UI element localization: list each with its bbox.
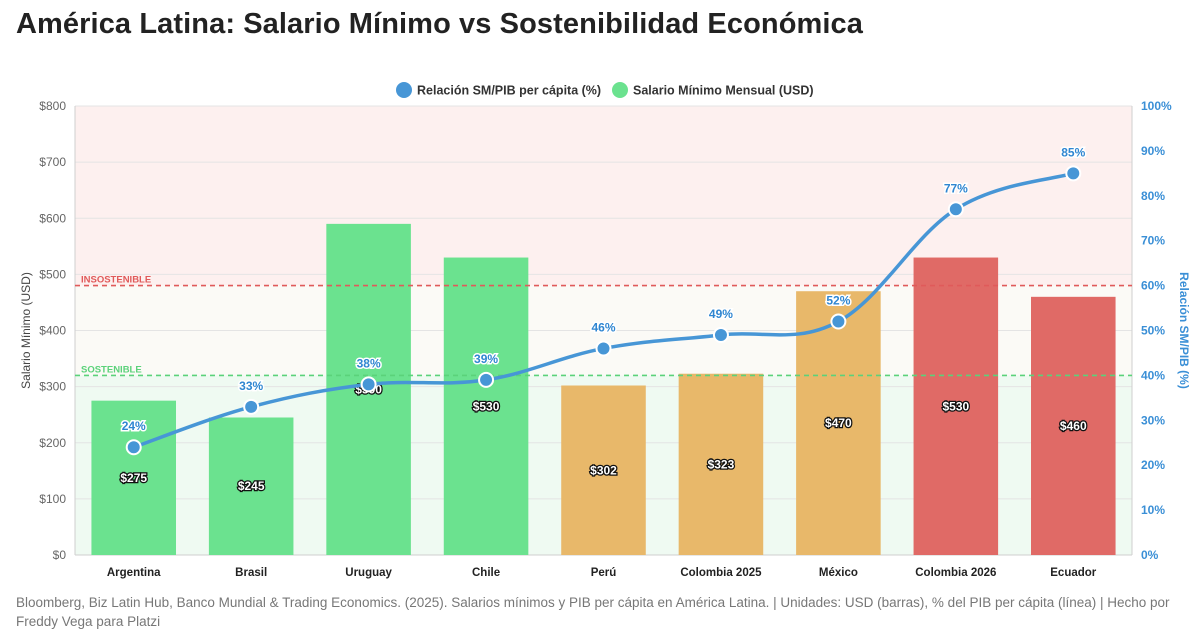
bar — [913, 257, 999, 555]
ratio-point — [478, 371, 495, 388]
bar — [678, 373, 764, 555]
ratio-point — [360, 376, 377, 393]
threshold-label: INSOSTENIBLE — [81, 275, 151, 286]
legend-label-salary: Salario Mínimo Mensual (USD) — [633, 84, 814, 98]
y2-tick-label: 90% — [1141, 144, 1165, 158]
zone-unsustainable-bg — [75, 106, 1132, 286]
legend-label-ratio: Relación SM/PIB per cápita (%) — [417, 84, 601, 98]
ratio-point — [243, 398, 260, 415]
x-category-label: Colombia 2025 — [680, 567, 762, 579]
bar-value-label: $302 — [590, 463, 617, 477]
y2-tick-label: 0% — [1141, 548, 1159, 562]
x-category-label: México — [819, 567, 858, 579]
y-tick-label: $200 — [39, 436, 66, 450]
bar-value-label: $530 — [942, 399, 969, 413]
x-category-label: Perú — [591, 567, 617, 579]
bar — [208, 417, 294, 555]
ratio-point-label: 39% — [474, 352, 498, 366]
y-axis-title: Salario Mínimo (USD) — [19, 272, 33, 389]
bar — [796, 291, 881, 555]
x-category-label: Brasil — [235, 567, 267, 579]
bar-value-label: $275 — [120, 471, 147, 485]
y2-tick-label: 30% — [1141, 413, 1165, 427]
x-category-label: Chile — [472, 567, 500, 579]
y2-tick-label: 80% — [1141, 189, 1165, 203]
ratio-point-label: 85% — [1061, 145, 1085, 159]
y-tick-label: $400 — [39, 324, 66, 338]
y2-axis-title: Relación SM/PIB (%) — [1177, 272, 1191, 389]
x-category-label: Uruguay — [345, 567, 392, 579]
y-tick-label: $300 — [39, 380, 66, 394]
y2-tick-label: 40% — [1141, 368, 1165, 382]
y2-tick-label: 60% — [1141, 279, 1165, 293]
ratio-point — [947, 201, 964, 218]
ratio-point-label: 52% — [826, 294, 850, 308]
y-tick-label: $100 — [39, 492, 66, 506]
ratio-point — [595, 340, 612, 357]
y2-tick-label: 10% — [1141, 503, 1165, 517]
ratio-point-label: 77% — [944, 181, 968, 195]
ratio-point — [830, 313, 847, 330]
legend-marker-salary — [612, 82, 628, 98]
x-category-label: Ecuador — [1050, 567, 1097, 579]
y2-tick-label: 70% — [1141, 234, 1165, 248]
threshold-label: SOSTENIBLE — [81, 364, 142, 375]
bar-value-label: $460 — [1060, 419, 1087, 433]
ratio-point — [125, 439, 142, 456]
bar-value-label: $530 — [473, 399, 500, 413]
bar — [561, 385, 646, 555]
y2-tick-label: 50% — [1141, 324, 1165, 338]
y2-tick-label: 20% — [1141, 458, 1165, 472]
bar — [1030, 296, 1116, 555]
x-category-label: Colombia 2026 — [915, 567, 996, 579]
y-tick-label: $600 — [39, 211, 66, 225]
bar-value-label: $470 — [825, 416, 852, 430]
chart-area: $0 $100 $200 $300 $400 $500 $600 $700 $800 0% 10% 2… — [19, 82, 1191, 579]
ratio-point — [1065, 165, 1082, 182]
ratio-point-label: 33% — [239, 379, 263, 393]
x-category-label: Argentina — [107, 567, 161, 579]
ratio-point — [712, 326, 729, 343]
y-tick-label: $800 — [39, 99, 66, 113]
y-tick-label: $700 — [39, 155, 66, 169]
ratio-point-label: 46% — [591, 320, 615, 334]
bar — [91, 400, 177, 555]
y-tick-label: $0 — [53, 548, 67, 562]
bar — [443, 257, 529, 555]
ratio-point-label: 49% — [709, 307, 733, 321]
ratio-point-label: 24% — [122, 419, 146, 433]
y-tick-label: $500 — [39, 267, 66, 281]
ratio-point-label: 38% — [357, 356, 381, 370]
bar-value-label: $323 — [708, 457, 735, 471]
source-note: Bloomberg, Biz Latin Hub, Banco Mundial … — [16, 595, 1170, 629]
legend-marker-ratio — [396, 82, 412, 98]
bar-value-label: $245 — [238, 479, 265, 493]
chart-title: América Latina: Salario Mínimo vs Sosten… — [16, 8, 864, 40]
y2-tick-label: 100% — [1141, 99, 1172, 113]
